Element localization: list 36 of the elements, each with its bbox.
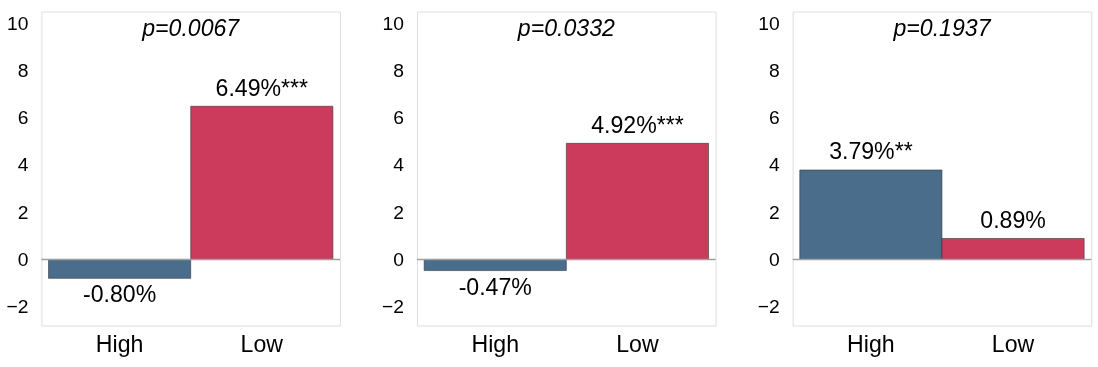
data-label: 6.49%*** bbox=[215, 74, 309, 101]
chart-title: p=0.0067 bbox=[141, 14, 241, 41]
y-tick-label: −2 bbox=[757, 295, 780, 317]
y-tick-label: 0 bbox=[17, 248, 29, 270]
y-tick-label: 4 bbox=[393, 154, 405, 176]
data-label: 4.92%*** bbox=[591, 111, 684, 138]
data-label: -0.47% bbox=[458, 273, 532, 300]
y-tick-label: 6 bbox=[393, 107, 405, 129]
x-tick-label: Low bbox=[616, 331, 659, 358]
data-label: 3.79%** bbox=[829, 138, 913, 165]
x-tick-label: High bbox=[847, 331, 895, 358]
y-tick-label: 0 bbox=[393, 248, 405, 270]
chart-title: p=0.1937 bbox=[892, 14, 992, 41]
data-label: 0.89% bbox=[980, 206, 1046, 233]
y-tick-label: 2 bbox=[768, 201, 780, 223]
y-tick-label: 10 bbox=[758, 12, 780, 34]
y-tick-label: 8 bbox=[393, 59, 405, 81]
y-tick-label: 10 bbox=[382, 12, 405, 34]
y-tick-label: −2 bbox=[6, 295, 29, 317]
x-tick-label: High bbox=[471, 331, 520, 358]
y-tick-label: 8 bbox=[768, 59, 780, 81]
x-tick-label: Low bbox=[240, 331, 284, 358]
y-tick-label: 2 bbox=[17, 201, 29, 223]
y-tick-label: 4 bbox=[768, 154, 780, 176]
chart-title: p=0.0332 bbox=[516, 14, 615, 41]
x-tick-label: High bbox=[95, 331, 144, 358]
y-tick-label: 6 bbox=[17, 107, 29, 129]
y-tick-label: 6 bbox=[768, 107, 780, 129]
data-label: -0.80% bbox=[83, 281, 157, 308]
y-tick-label: 10 bbox=[6, 12, 29, 34]
x-tick-label: Low bbox=[991, 331, 1035, 358]
y-tick-label: −2 bbox=[382, 295, 405, 317]
y-tick-label: 4 bbox=[17, 154, 29, 176]
y-tick-label: 8 bbox=[17, 59, 29, 81]
y-tick-label: 2 bbox=[393, 201, 405, 223]
y-tick-label: 0 bbox=[768, 248, 780, 270]
